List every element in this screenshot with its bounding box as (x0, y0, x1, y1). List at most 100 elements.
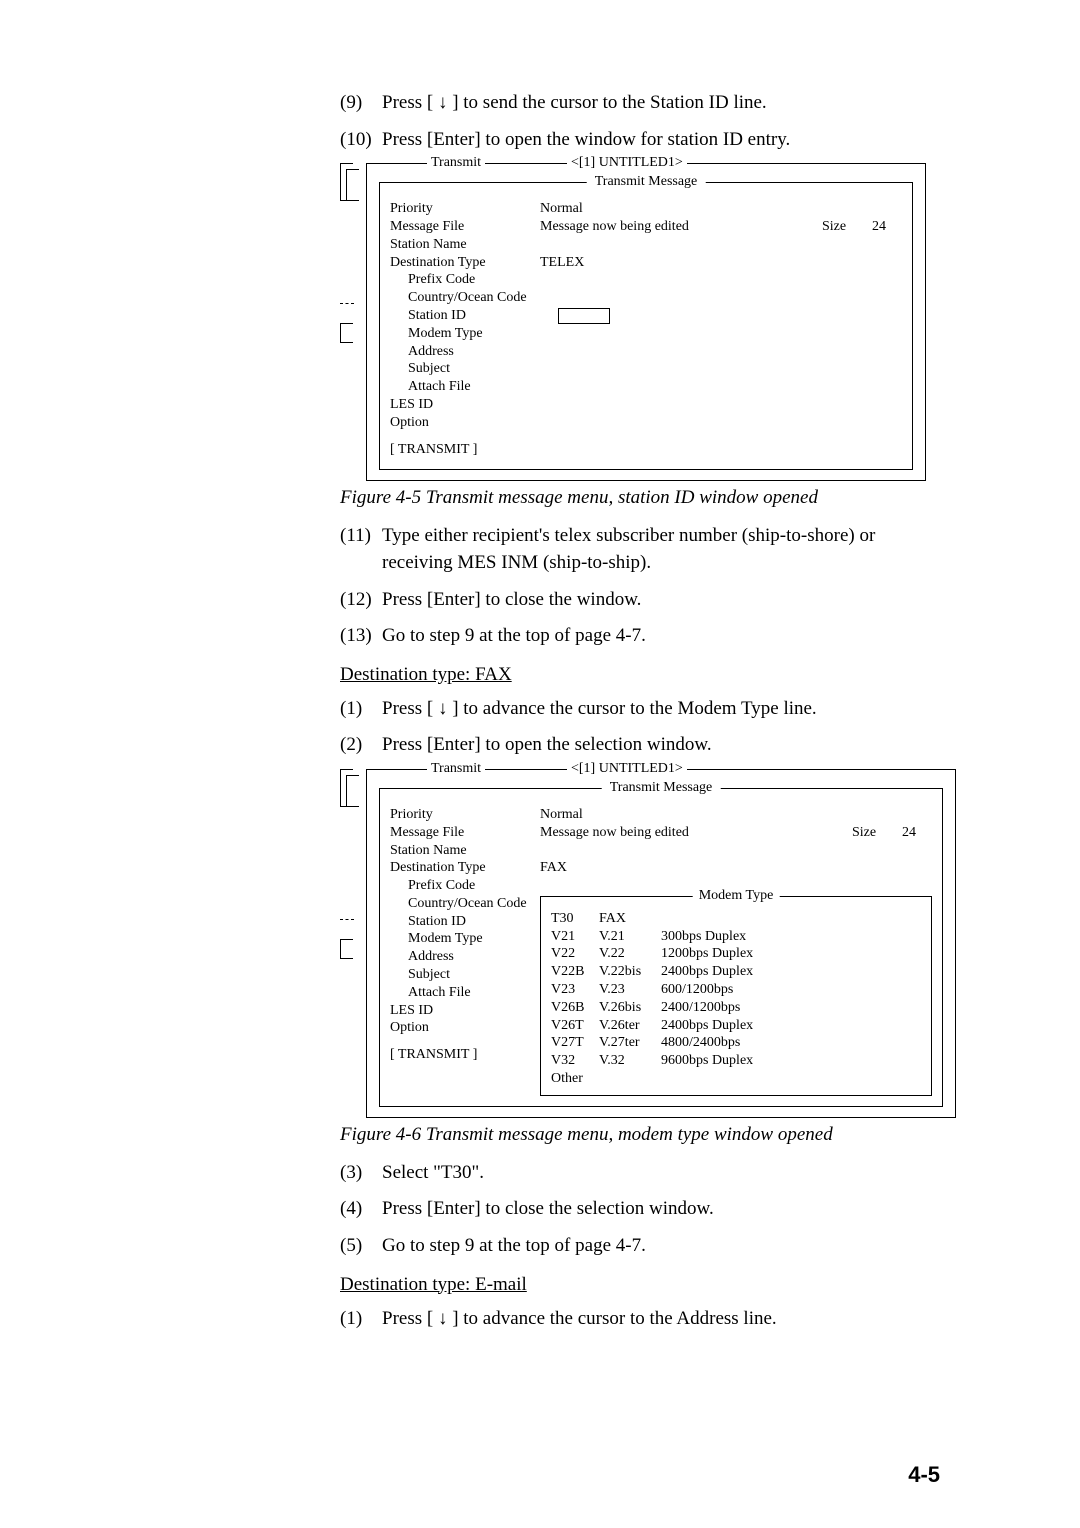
step-e1: (1) Press [ ↓ ] to advance the cursor to… (340, 1306, 940, 1333)
size-value: 24 (872, 219, 902, 236)
row-country: Country/Ocean Code (390, 290, 902, 307)
step-text: Press [Enter] to close the selection win… (382, 1196, 940, 1223)
step-number: (1) (340, 1306, 382, 1333)
field-label: Modem Type (408, 326, 558, 343)
row-modem: Modem Type (390, 931, 540, 948)
transmit-message-panel: Transmit Message Priority Normal Message… (379, 182, 913, 470)
page-number: 4-5 (908, 1462, 940, 1488)
step-text: Select "T30". (382, 1160, 940, 1187)
field-label: Attach File (408, 985, 471, 1002)
page: (9) Press [ ↓ ] to send the cursor to th… (0, 0, 1080, 1528)
step-13: (13) Go to step 9 at the top of page 4-7… (340, 623, 940, 650)
transmit-button[interactable]: [ TRANSMIT ] (390, 442, 477, 459)
step-number: (9) (340, 90, 382, 117)
step-d5: (5) Go to step 9 at the top of page 4-7. (340, 1233, 940, 1260)
field-label: Station ID (408, 914, 466, 931)
figure-4-5-caption: Figure 4-5 Transmit message menu, statio… (340, 487, 940, 509)
row-prefix: Prefix Code (390, 272, 902, 289)
modem-popup-container: Modem Type T30FAX V21V.21300bps Duplex V… (540, 896, 932, 1096)
step-text: Go to step 9 at the top of page 4-7. (382, 1233, 940, 1260)
transmit-window: Transmit <[1] UNTITLED1> Transmit Messag… (366, 769, 956, 1118)
row-les: LES ID (390, 1003, 540, 1020)
field-label: Option (390, 415, 540, 432)
step-text: Type either recipient's telex subscriber… (382, 523, 940, 576)
modem-type-popup: Modem Type T30FAX V21V.21300bps Duplex V… (540, 896, 932, 1096)
row-address: Address (390, 949, 540, 966)
step-d3: (3) Select "T30". (340, 1160, 940, 1187)
heading-fax: Destination type: FAX (340, 664, 940, 686)
step-number: (11) (340, 523, 382, 576)
figure-4-6-caption: Figure 4-6 Transmit message menu, modem … (340, 1124, 940, 1146)
field-label: Country/Ocean Code (408, 290, 558, 307)
row-message-file: Message File Message now being edited Si… (390, 825, 932, 842)
row-subject: Subject (390, 361, 902, 378)
figure-4-5-diagram: Transmit <[1] UNTITLED1> Transmit Messag… (340, 163, 940, 481)
field-label: Station Name (390, 237, 540, 254)
size-label: Size (822, 219, 872, 236)
left-labels: Country/Ocean Code Station ID Modem Type… (390, 896, 540, 1096)
modem-row[interactable]: V22BV.22bis2400bps Duplex (551, 964, 921, 981)
modem-row[interactable]: V32V.329600bps Duplex (551, 1053, 921, 1070)
field-label: Destination Type (390, 255, 540, 272)
step-number: (1) (340, 696, 382, 723)
modem-row[interactable]: V22V.221200bps Duplex (551, 946, 921, 963)
step-number: (2) (340, 732, 382, 759)
field-label: Prefix Code (408, 272, 558, 289)
field-label: Option (390, 1020, 429, 1037)
field-label: Attach File (408, 379, 558, 396)
row-subject: Subject (390, 967, 540, 984)
step-text: Press [Enter] to close the window. (382, 587, 940, 614)
row-attach: Attach File (390, 985, 540, 1002)
modem-row[interactable]: V21V.21300bps Duplex (551, 929, 921, 946)
side-brackets (340, 769, 366, 1118)
modem-row[interactable]: V27TV.27ter4800/2400bps (551, 1035, 921, 1052)
step-text: Press [ ↓ ] to send the cursor to the St… (382, 90, 940, 117)
tab-label: <[1] UNTITLED1> (567, 761, 687, 778)
step-10: (10) Press [Enter] to open the window fo… (340, 127, 940, 154)
row-prefix: Prefix Code (390, 878, 932, 895)
lower-row-with-popup: Country/Ocean Code Station ID Modem Type… (390, 896, 932, 1096)
step-number: (12) (340, 587, 382, 614)
field-label: Subject (408, 361, 558, 378)
field-label: LES ID (390, 1003, 433, 1020)
field-value: Normal (540, 807, 932, 824)
field-label: Priority (390, 201, 540, 218)
transmit-button[interactable]: [ TRANSMIT ] (390, 1047, 477, 1064)
field-label: Message File (390, 219, 540, 236)
transmit-message-panel: Transmit Message Priority Normal Message… (379, 788, 943, 1107)
field-label: Prefix Code (408, 878, 558, 895)
step-number: (13) (340, 623, 382, 650)
window-title: Transmit (427, 761, 485, 778)
row-attach: Attach File (390, 379, 902, 396)
row-modem-type: Modem Type (390, 326, 902, 343)
field-label: Destination Type (390, 860, 540, 877)
field-label: Country/Ocean Code (408, 896, 527, 913)
modem-row[interactable]: V23V.23600/1200bps (551, 982, 921, 999)
step-11: (11) Type either recipient's telex subsc… (340, 523, 940, 576)
modem-row[interactable]: Other (551, 1071, 921, 1088)
row-option: Option (390, 1020, 540, 1037)
step-text: Press [ ↓ ] to advance the cursor to the… (382, 1306, 940, 1333)
field-label: Subject (408, 967, 450, 984)
row-priority: Priority Normal (390, 201, 902, 218)
field-label: Address (408, 949, 454, 966)
field-label: Station ID (408, 308, 558, 325)
heading-email: Destination type: E-mail (340, 1274, 940, 1296)
field-label: Address (408, 344, 558, 361)
popup-title: Modem Type (693, 888, 780, 905)
row-station-name: Station Name (390, 843, 932, 860)
window-title: Transmit (427, 155, 485, 172)
row-transmit-button: [ TRANSMIT ] (390, 442, 902, 459)
row-les-id: LES ID (390, 397, 902, 414)
size-label: Size (852, 825, 902, 842)
modem-row[interactable]: V26TV.26ter2400bps Duplex (551, 1018, 921, 1035)
modem-row[interactable]: T30FAX (551, 911, 921, 928)
row-dest-type: Destination Type FAX (390, 860, 932, 877)
modem-row[interactable]: V26BV.26bis2400/1200bps (551, 1000, 921, 1017)
panel-title: Transmit Message (587, 174, 706, 191)
row-option: Option (390, 415, 902, 432)
figure-4-6-diagram: Transmit <[1] UNTITLED1> Transmit Messag… (340, 769, 940, 1118)
row-address: Address (390, 344, 902, 361)
station-id-input[interactable] (558, 308, 610, 324)
row-station-name: Station Name (390, 237, 902, 254)
